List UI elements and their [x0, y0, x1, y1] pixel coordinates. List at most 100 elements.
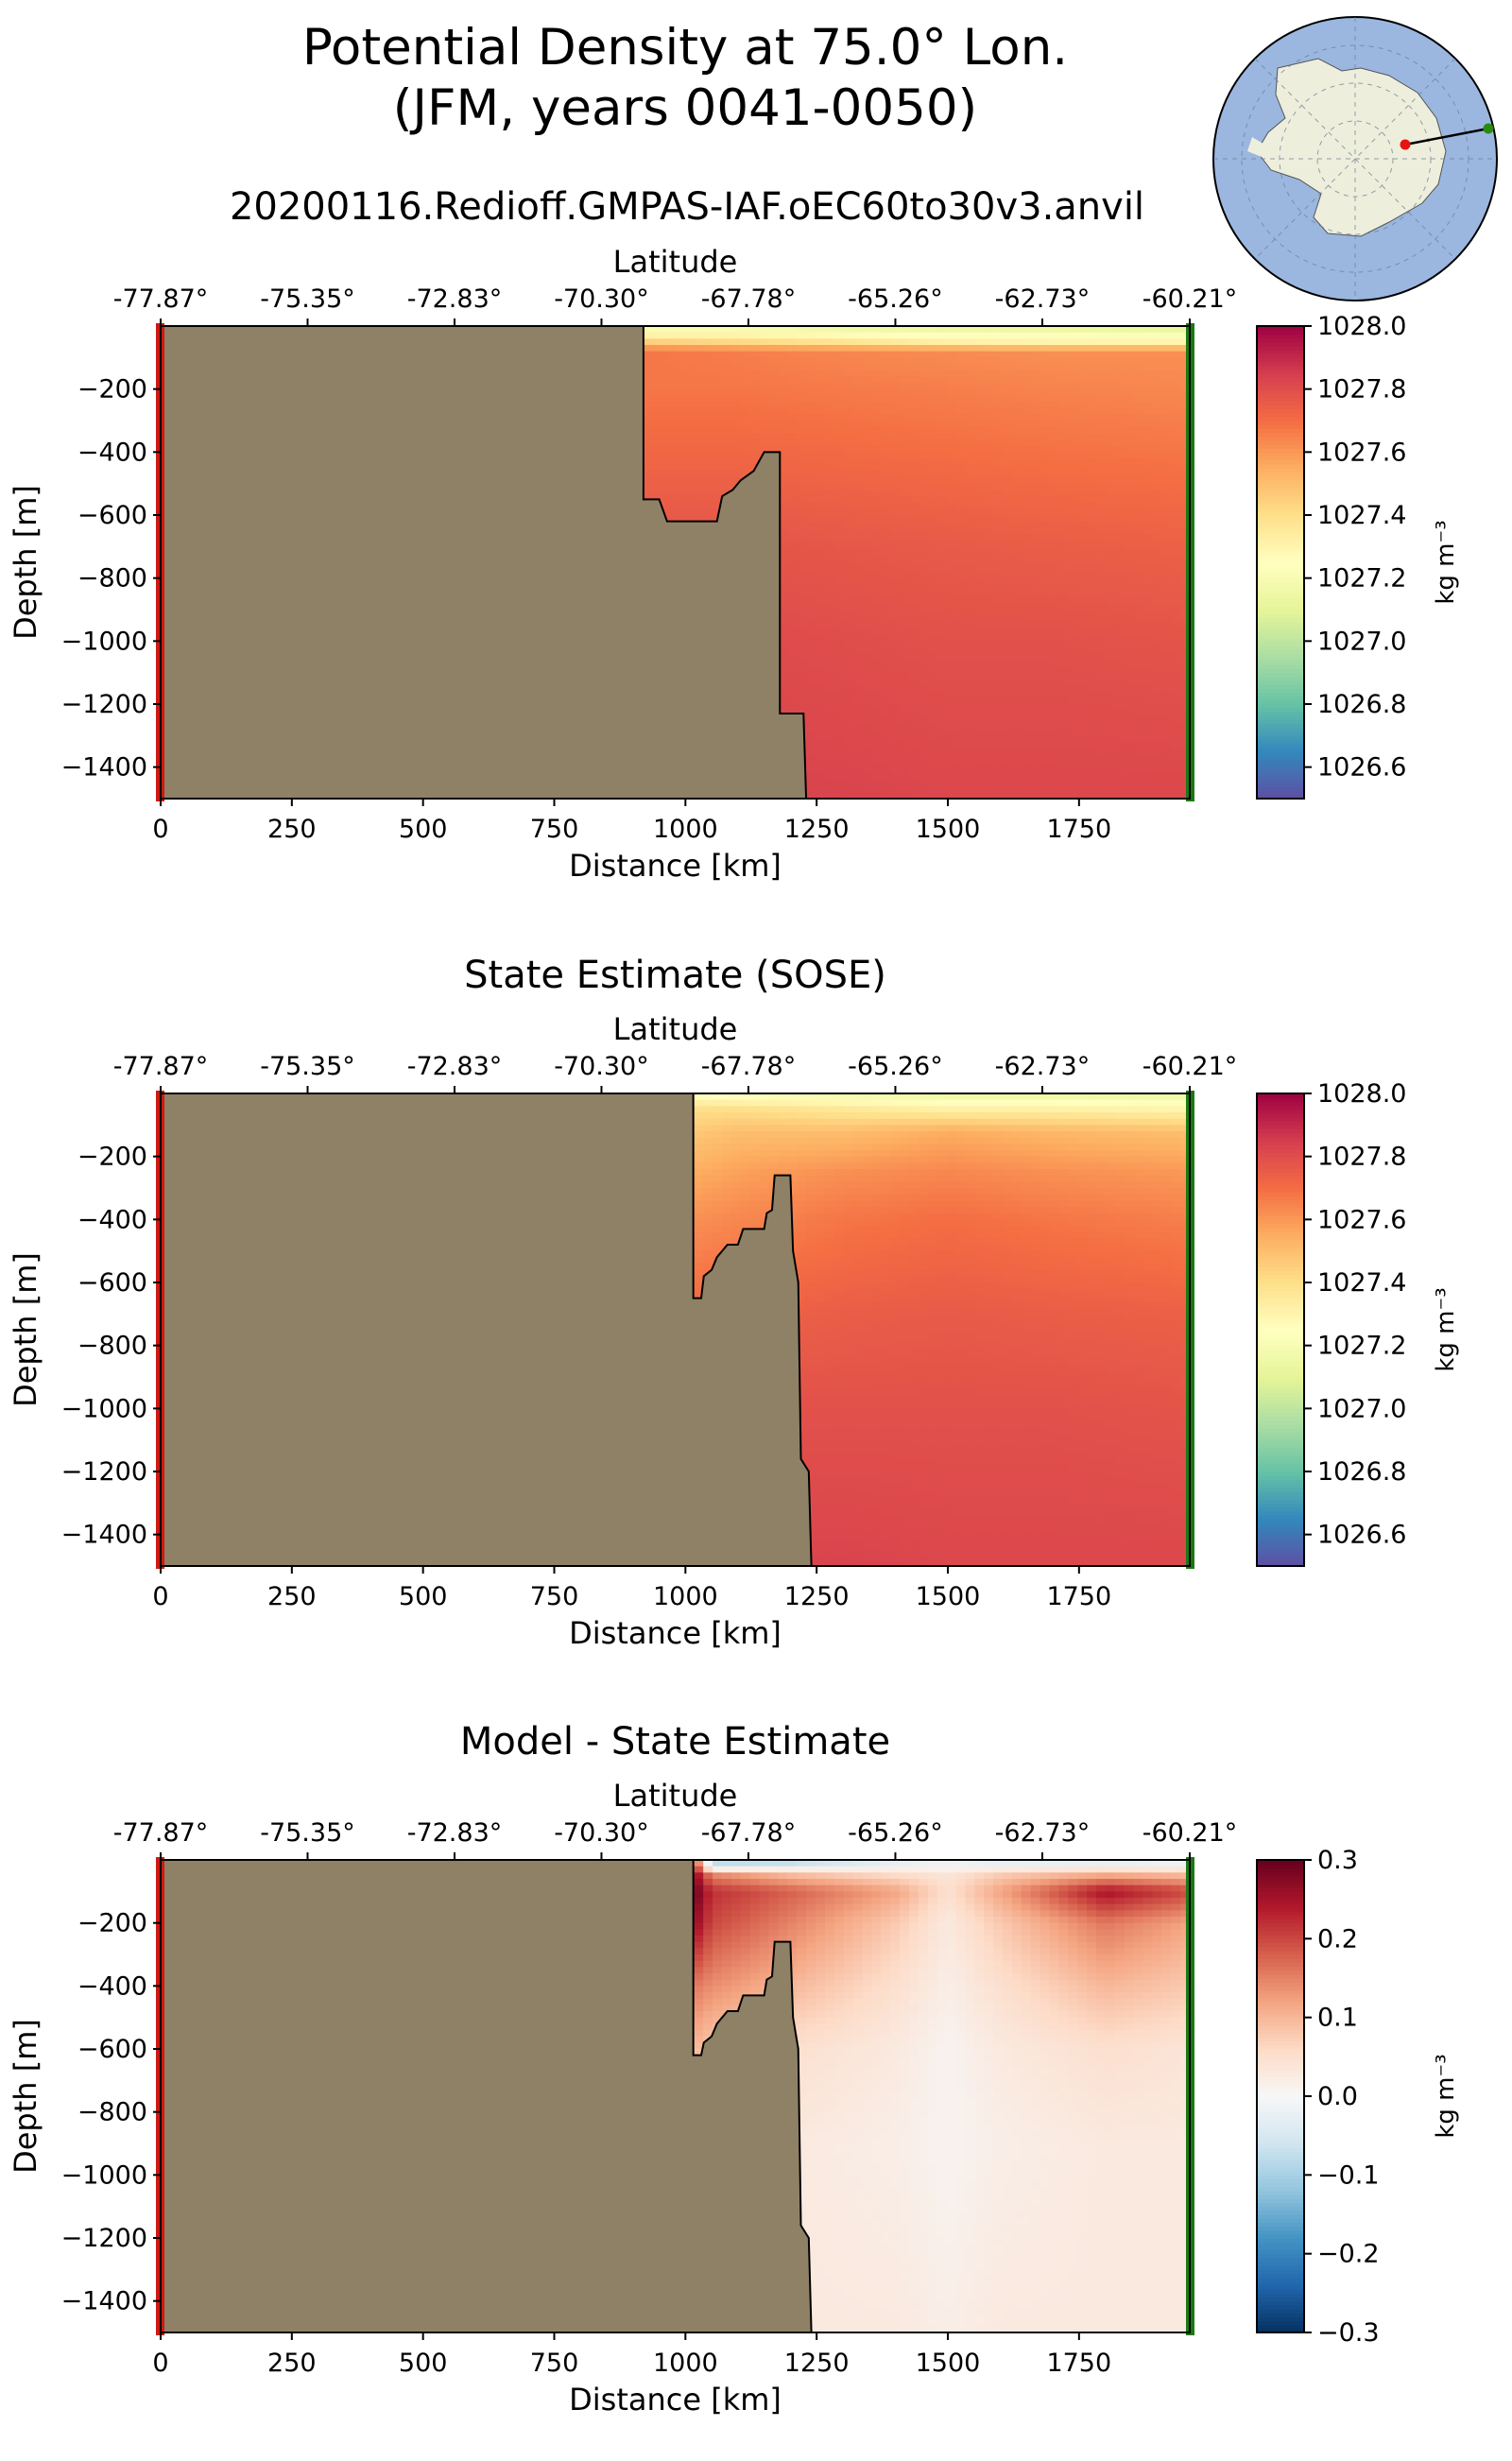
heatmap-cell	[1031, 484, 1041, 490]
heatmap-cell	[769, 427, 780, 434]
heatmap-cell	[947, 773, 957, 780]
heatmap-cell	[984, 666, 994, 673]
heatmap-cell	[834, 433, 845, 439]
heatmap-cell	[1096, 546, 1107, 553]
heatmap-cell	[787, 465, 798, 472]
heatmap-cell	[900, 723, 910, 730]
heatmap-cell	[1031, 584, 1041, 591]
heatmap-cell	[863, 546, 873, 553]
heatmap-cell	[1012, 527, 1022, 534]
colorbar-segment	[1257, 629, 1304, 634]
heatmap-cell	[863, 660, 873, 666]
heatmap-cell	[871, 352, 882, 358]
heatmap-cell	[890, 597, 901, 604]
heatmap-cell	[1134, 541, 1144, 547]
heatmap-cell	[844, 433, 854, 439]
heatmap-cell	[974, 471, 985, 477]
heatmap-cell	[1125, 704, 1135, 711]
heatmap-cell	[900, 610, 910, 616]
heatmap-cell	[1171, 616, 1181, 623]
heatmap-cell	[1143, 364, 1154, 370]
heatmap-cell	[937, 389, 948, 396]
heatmap-cell	[1087, 433, 1097, 439]
heatmap-cell	[1050, 572, 1060, 578]
heatmap-cell	[984, 610, 994, 616]
heatmap-cell	[816, 345, 826, 352]
heatmap-cell	[844, 641, 854, 647]
heatmap-cell	[956, 408, 967, 415]
heatmap-cell	[890, 364, 901, 370]
heatmap-cell	[1161, 546, 1172, 553]
colorbar-segment	[1257, 424, 1304, 429]
heatmap-cell	[722, 370, 732, 377]
heatmap-cell	[1031, 421, 1041, 427]
heatmap-cell	[713, 389, 723, 396]
colorbar-segment	[1257, 598, 1304, 603]
heatmap-cell	[834, 723, 845, 730]
heatmap-cell	[881, 628, 891, 635]
heatmap-cell	[750, 414, 761, 421]
heatmap-cell	[871, 522, 882, 528]
heatmap-cell	[1068, 685, 1078, 692]
heatmap-cell	[1152, 352, 1162, 358]
heatmap-cell	[947, 666, 957, 673]
heatmap-cell	[947, 527, 957, 534]
heatmap-cell	[900, 326, 910, 333]
heatmap-cell	[881, 647, 891, 654]
heatmap-cell	[787, 446, 798, 453]
heatmap-cell	[965, 383, 975, 389]
heatmap-cell	[1143, 654, 1154, 661]
heatmap-cell	[722, 1169, 732, 1176]
heatmap-cell	[1171, 761, 1181, 767]
heatmap-cell	[993, 546, 1004, 553]
heatmap-cell	[1087, 553, 1097, 559]
heatmap-cell	[890, 370, 901, 377]
heatmap-cell	[984, 603, 994, 610]
heatmap-cell	[1152, 546, 1162, 553]
heatmap-cell	[1022, 730, 1032, 736]
heatmap-cell	[834, 421, 845, 427]
heatmap-cell	[890, 427, 901, 434]
heatmap-cell	[676, 414, 686, 421]
heatmap-cell	[947, 515, 957, 522]
heatmap-cell	[1115, 508, 1125, 515]
heatmap-cell	[928, 465, 938, 472]
heatmap-cell	[825, 749, 835, 755]
heatmap-cell	[900, 578, 910, 585]
heatmap-cell	[1068, 471, 1078, 477]
heatmap-cell	[816, 357, 826, 364]
heatmap-cell	[928, 723, 938, 730]
colorbar-segment	[1257, 456, 1304, 461]
heatmap-cell	[657, 402, 667, 408]
heatmap-cell	[1106, 666, 1116, 673]
heatmap-cell	[787, 692, 798, 698]
heatmap-cell	[1031, 389, 1041, 396]
heatmap-cell	[694, 333, 704, 339]
heatmap-cell	[863, 685, 873, 692]
heatmap-cell	[1171, 446, 1181, 453]
heatmap-cell	[909, 546, 919, 553]
heatmap-cell	[647, 345, 658, 352]
heatmap-cell	[816, 534, 826, 541]
heatmap-cell	[666, 338, 677, 345]
heatmap-cell	[1087, 541, 1097, 547]
heatmap-cell	[816, 402, 826, 408]
heatmap-cell	[844, 326, 854, 333]
heatmap-cell	[947, 647, 957, 654]
heatmap-cell	[834, 345, 845, 352]
heatmap-cell	[647, 395, 658, 402]
transect-start-marker	[1400, 140, 1411, 150]
heatmap-cell	[713, 452, 723, 458]
heatmap-cell	[816, 546, 826, 553]
heatmap-cell	[657, 433, 667, 439]
heatmap-cell	[1077, 572, 1088, 578]
heatmap-cell	[881, 326, 891, 333]
heatmap-cell	[684, 427, 695, 434]
heatmap-cell	[937, 408, 948, 415]
heatmap-cell	[1143, 754, 1154, 761]
heatmap-cell	[919, 603, 929, 610]
heatmap-cell	[1096, 389, 1107, 396]
heatmap-cell	[956, 754, 967, 761]
heatmap-cell	[1040, 338, 1051, 345]
colorbar-segment	[1257, 617, 1304, 622]
